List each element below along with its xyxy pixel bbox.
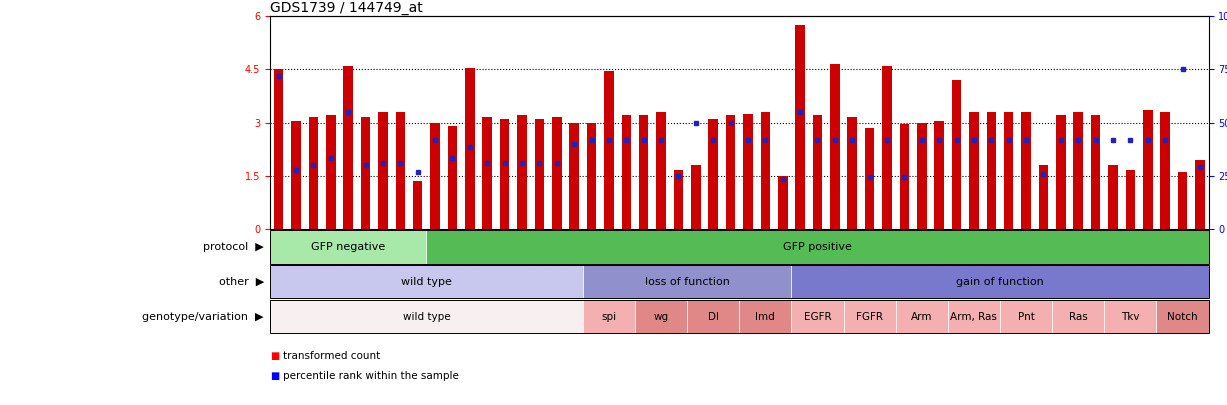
Bar [778, 176, 788, 229]
Bar [1021, 112, 1031, 229]
Bar [1144, 110, 1152, 229]
Bar [969, 112, 979, 229]
Bar [744, 114, 752, 229]
Bar [552, 117, 562, 229]
Bar [448, 126, 458, 229]
Bar [1056, 115, 1065, 229]
Bar [899, 124, 909, 229]
Bar [465, 68, 475, 229]
Bar [622, 115, 631, 229]
Bar [831, 64, 839, 229]
Text: GDS1739 / 144749_at: GDS1739 / 144749_at [270, 1, 422, 15]
Bar [413, 181, 422, 229]
Text: spi: spi [601, 312, 616, 322]
Bar [499, 119, 509, 229]
Text: Arm: Arm [910, 312, 933, 322]
Bar [952, 80, 961, 229]
Bar [1108, 165, 1118, 229]
Text: loss of function: loss of function [644, 277, 730, 287]
Bar [431, 122, 439, 229]
Bar [1178, 172, 1188, 229]
Text: Arm, Ras: Arm, Ras [951, 312, 998, 322]
Bar [587, 122, 596, 229]
Text: genotype/variation  ▶: genotype/variation ▶ [142, 312, 264, 322]
Bar [309, 117, 318, 229]
Bar [935, 121, 944, 229]
Text: ■: ■ [270, 371, 280, 381]
Bar [812, 115, 822, 229]
Bar [848, 117, 856, 229]
Text: ■: ■ [270, 351, 280, 360]
Bar [1091, 115, 1101, 229]
Bar [865, 128, 875, 229]
Bar [274, 69, 283, 229]
Text: wild type: wild type [401, 277, 452, 287]
Bar [604, 71, 614, 229]
Text: other  ▶: other ▶ [218, 277, 264, 287]
Bar [656, 112, 666, 229]
Text: wild type: wild type [402, 312, 450, 322]
Text: Notch: Notch [1167, 312, 1198, 322]
Bar [344, 66, 353, 229]
Text: Dl: Dl [708, 312, 719, 322]
Bar [726, 115, 735, 229]
Text: Imd: Imd [756, 312, 775, 322]
Bar [1004, 112, 1014, 229]
Text: transformed count: transformed count [283, 351, 380, 360]
Bar [291, 121, 301, 229]
Text: Tkv: Tkv [1121, 312, 1140, 322]
Text: GFP positive: GFP positive [783, 242, 852, 252]
Bar [1125, 171, 1135, 229]
Text: Pnt: Pnt [1017, 312, 1034, 322]
Bar [569, 122, 579, 229]
Text: Ras: Ras [1069, 312, 1087, 322]
Text: GFP negative: GFP negative [310, 242, 385, 252]
Bar [535, 119, 544, 229]
Bar [917, 122, 926, 229]
Bar [795, 25, 805, 229]
Bar [1074, 112, 1083, 229]
Bar [987, 112, 996, 229]
Bar [361, 117, 371, 229]
Bar [395, 112, 405, 229]
Text: percentile rank within the sample: percentile rank within the sample [283, 371, 459, 381]
Bar [882, 66, 892, 229]
Text: EGFR: EGFR [804, 312, 832, 322]
Bar [761, 112, 771, 229]
Bar [378, 112, 388, 229]
Text: gain of function: gain of function [956, 277, 1044, 287]
Bar [691, 165, 701, 229]
Text: FGFR: FGFR [856, 312, 883, 322]
Text: wg: wg [654, 312, 669, 322]
Bar [1195, 160, 1205, 229]
Bar [639, 115, 648, 229]
Bar [1039, 165, 1048, 229]
Bar [518, 115, 526, 229]
Text: protocol  ▶: protocol ▶ [202, 242, 264, 252]
Bar [1161, 112, 1169, 229]
Bar [482, 117, 492, 229]
Bar [708, 119, 718, 229]
Bar [326, 115, 335, 229]
Bar [674, 171, 683, 229]
